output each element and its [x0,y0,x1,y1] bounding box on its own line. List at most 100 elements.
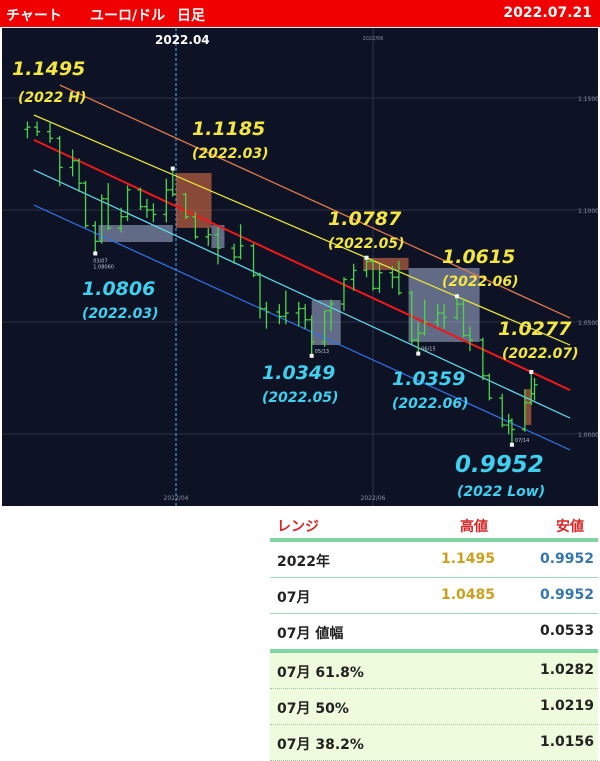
annotation-period: (2022.06) [392,396,469,412]
channel-line [59,84,571,319]
ohlc-bar [499,393,506,428]
ohlc-bar [321,310,328,347]
ohlc-bar [328,299,335,331]
channel-line [33,204,571,451]
channel-line [33,138,571,392]
ohlc-bar [82,180,89,228]
ohlc-bar [98,194,105,244]
ohlc-bar [340,277,347,311]
low-value: 0.9952 [539,587,594,603]
annotation-period: (2022.05) [328,236,405,252]
ohlc-bar [214,226,221,265]
table-header: レンジ 高値 安値 [270,513,598,542]
channel-line [33,114,571,346]
annotation-value: 0.9952 [455,452,544,478]
high-value: 1.1495 [440,551,495,567]
low-value: 0.9952 [539,551,594,567]
annotation-period: (2022 H) [18,90,87,106]
ohlc-bar [69,149,76,177]
ohlc-bar [486,373,493,401]
annotation-value: 1.0787 [328,208,402,230]
ohlc-bar [24,121,31,139]
range-box-gray [98,225,173,243]
chart-svg: 1.1500 1.1000 1.0500 1.0000 2022/04 2022/06 20… [2,28,598,506]
ohlc-bar [118,207,125,233]
table-row: 2022年 1.1495 0.9952 [270,542,598,578]
ohlc-bar [276,304,283,325]
ohlc-bar [256,272,263,319]
header-bar: チャート ユーロ/ドル 日足 2022.07.21 [0,0,600,27]
point-value-label: 1.08060 [93,264,114,270]
ohlc-bar [231,243,238,264]
annotation-period: (2022.03) [192,146,269,162]
ohlc-bar [521,389,528,432]
high-value: 1.0485 [440,587,495,603]
annotation-value: 1.0277 [498,318,572,340]
header-date: 2022.07.21 [503,5,592,21]
annotation-period: (2022.05) [262,390,339,406]
point-date-label: 07/14 [515,438,529,444]
x-tick-label: 2022/04 [164,495,189,502]
point-date-label: 05/13 [315,349,329,355]
ohlc-bar [237,224,244,260]
annotation-value: 1.1495 [12,58,86,80]
ohlc-bar [34,121,41,137]
ohlc-bar [105,183,112,231]
ohlc-bar [408,290,415,345]
annotation-period: (2022.03) [82,306,159,322]
annotation-value: 1.1185 [192,118,266,140]
ohlc-bar [376,263,383,293]
point-marker [309,353,314,358]
row-label: 07月 61.8% [277,665,364,681]
annotation-value: 1.0359 [392,368,466,390]
currency-pair: ユーロ/ドル [90,8,166,24]
ohlc-bar [454,296,461,320]
column-header-high: 高値 [460,519,488,535]
ohlc-bar [192,212,199,240]
point-marker [509,442,514,447]
ohlc-bar [124,185,131,222]
point-marker [416,351,421,356]
x-tick-label: 2022/06 [361,495,386,502]
point-marker [93,251,98,256]
point-date-label: 03/07 [93,258,107,264]
ohlc-bar [295,301,302,327]
annotation-period: (2022 Low) [457,484,546,500]
price-chart: 1.1500 1.1000 1.0500 1.0000 2022/04 2022/06 20… [2,28,598,506]
y-tick-label: 1.0500 [578,320,598,327]
row-label: 07月 [277,590,311,606]
range-box-orange [524,389,532,426]
table-row: 07月 38.2% 1.0156 [270,725,598,761]
ohlc-bar [169,168,176,197]
ohlc-bar [508,418,515,445]
y-tick-label: 1.0000 [578,432,598,439]
y-tick-label: 1.1000 [578,208,598,215]
channel-line [33,169,571,419]
ohlc-bar [182,193,189,219]
row-label: 2022年 [277,554,330,570]
point-marker [529,369,534,374]
annotation-value: 1.0806 [82,278,156,300]
low-value: 0.0533 [539,623,594,639]
ohlc-bar [395,260,402,296]
ohlc-bar [505,413,512,435]
ohlc-bar [466,326,473,352]
ohlc-bar [370,259,377,291]
ohlc-bar [415,322,422,354]
ohlc-bar [47,122,54,143]
ohlc-bar [460,299,467,338]
header-title: チャート [6,8,62,24]
ohlc-bar [143,198,150,218]
ohlc-bar [163,178,170,223]
ohlc-bar [92,221,99,254]
point-marker [364,255,369,260]
timeframe: 日足 [177,8,205,24]
annotation-value: 1.0615 [442,246,516,268]
range-box-orange [176,173,212,228]
month-marker-label: 2022.04 [155,33,210,47]
ohlc-bar [76,158,83,193]
annotation-period: (2022.07) [502,346,579,362]
row-label: 07月 38.2% [277,737,364,753]
ohlc-bar [434,304,441,327]
low-value: 1.0219 [539,698,594,714]
